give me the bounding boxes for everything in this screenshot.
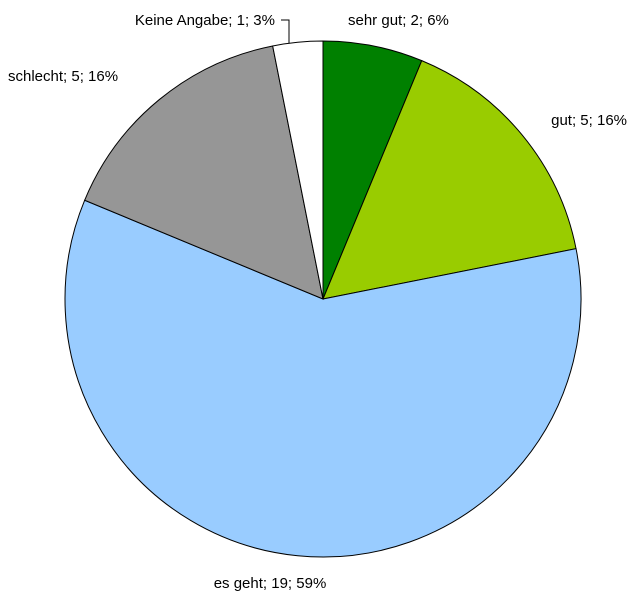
pie-slice-keine-angabe — [272, 40, 324, 300]
slice-label-es-geht: es geht; 19; 59% — [214, 575, 327, 591]
pie-slice-schlecht — [83, 45, 324, 300]
pie-slice-gut — [322, 59, 577, 300]
pie-slice-es-geht — [64, 199, 582, 558]
slice-label-keine-angabe: Keine Angabe; 1; 3% — [135, 12, 275, 29]
slice-label-schlecht: schlecht; 5; 16% — [8, 68, 118, 85]
leader-line-keine-angabe — [281, 19, 290, 43]
slice-label-sehr-gut: sehr gut; 2; 6% — [348, 12, 449, 29]
slice-label-gut: gut; 5; 16% — [551, 112, 627, 129]
